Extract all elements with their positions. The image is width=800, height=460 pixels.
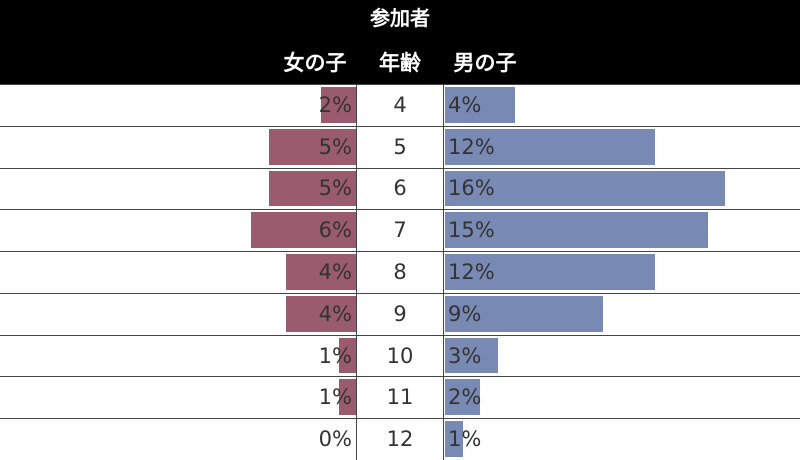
female-value-label: 2% [318,92,352,117]
female-value-label: 1% [318,385,352,410]
male-value-label: 1% [448,427,482,452]
chart-rows: 2% 4 4% 5% 5 12% 5% 6 16% 6% 7 15% 4% 8 12% 4% 9 9% 1% 10 3%… [0,84,800,460]
male-value-label: 12% [448,260,495,284]
male-bar [445,379,480,416]
age-label: 11 [386,385,414,410]
female-bar [321,87,356,123]
age-label: 5 [393,134,407,159]
age-label: 10 [386,343,414,368]
row-separator [0,334,800,336]
female-value-label: 6% [318,218,352,243]
age-label: 6 [393,176,407,201]
age-label: 4 [393,92,407,117]
age-label: 8 [393,260,407,284]
left-divider [356,84,357,460]
male-value-label: 16% [448,176,495,201]
row-separator [0,376,800,378]
male-bar [445,212,708,249]
row-separator [0,418,800,420]
female-value-label: 4% [318,301,352,326]
age-label: 7 [393,218,407,243]
female-value-label: 1% [318,343,352,368]
row-separator [0,125,800,127]
row-separator [0,84,800,85]
male-bar [445,87,515,123]
chart-title: 参加者 [370,6,430,30]
age-label: 9 [393,301,407,326]
row-separator [0,292,800,294]
female-bar [268,170,356,207]
male-column-header: 男の子 [453,51,517,75]
male-bar [445,170,725,207]
male-value-label: 4% [448,92,482,117]
right-divider [443,84,444,460]
male-bar [445,254,655,290]
male-value-label: 9% [448,301,482,326]
age-column-header: 年齢 [379,51,421,75]
female-column-header: 女の子 [283,51,347,75]
female-bar [286,254,356,290]
row-separator [0,209,800,211]
female-value-label: 4% [318,260,352,284]
male-value-label: 12% [448,134,495,159]
male-bar [445,128,655,165]
female-bar [251,212,356,249]
female-bar [268,128,356,165]
male-value-label: 2% [448,385,482,410]
age-label: 12 [386,427,414,452]
female-bar [286,295,356,332]
male-bar [445,295,603,332]
chart-header: 参加者 女の子 年齢 男の子 [0,0,800,84]
female-value-label: 0% [318,427,352,452]
female-value-label: 5% [318,134,352,159]
male-bar [445,337,498,374]
female-value-label: 5% [318,176,352,201]
male-value-label: 15% [448,218,495,243]
female-bar [338,379,356,416]
male-value-label: 3% [448,343,482,368]
row-separator [0,167,800,169]
female-bar [338,337,356,374]
row-separator [0,251,800,253]
male-bar [445,421,463,457]
